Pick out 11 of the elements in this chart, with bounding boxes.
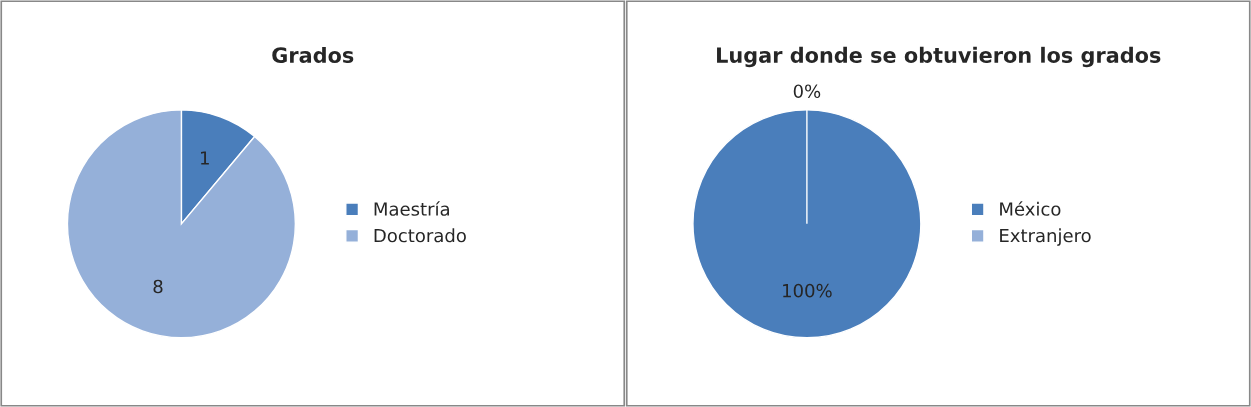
data-label: 1 xyxy=(201,151,209,165)
chart-title: Grados xyxy=(272,46,354,64)
data-label: 100% xyxy=(783,283,832,298)
data-label: 8 xyxy=(153,279,163,294)
text: 0% xyxy=(793,84,821,99)
legend-label: México xyxy=(1000,201,1061,216)
chart-title: Lugar donde se obtuvieron los grados xyxy=(717,46,1161,68)
pie-slice xyxy=(66,109,297,339)
legend-label: Maestría xyxy=(374,201,449,216)
legend-label: Extranjero xyxy=(1000,228,1091,246)
legend-label: Doctorado xyxy=(374,228,466,243)
